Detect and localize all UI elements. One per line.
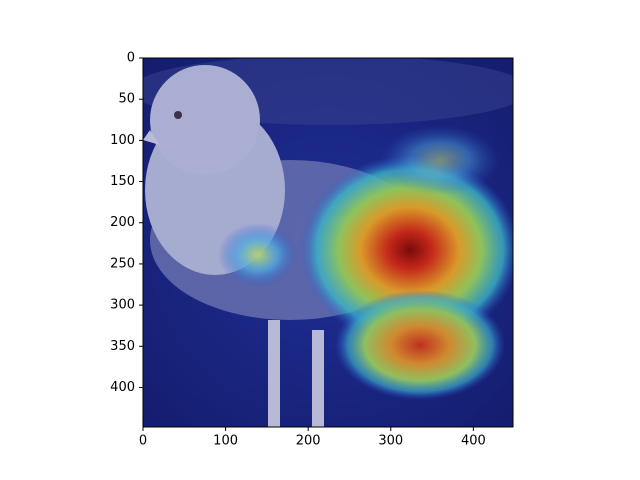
y-tick-label: 400 xyxy=(110,380,135,395)
x-tick-label: 200 xyxy=(296,434,321,449)
x-tick-label: 100 xyxy=(213,434,238,449)
y-tick-label: 250 xyxy=(110,256,135,271)
x-tick-label: 0 xyxy=(139,434,147,449)
x-tick-label: 400 xyxy=(461,434,486,449)
y-tick-label: 200 xyxy=(110,215,135,230)
axes-frame xyxy=(142,57,514,428)
y-tick-label: 300 xyxy=(110,298,135,313)
y-tick-label: 150 xyxy=(110,174,135,189)
image xyxy=(143,58,513,427)
y-tick-label: 350 xyxy=(110,339,135,354)
y-tick-label: 0 xyxy=(127,51,135,66)
x-tick-label: 300 xyxy=(378,434,403,449)
y-tick-label: 100 xyxy=(110,133,135,148)
y-tick-label: 50 xyxy=(118,92,135,107)
